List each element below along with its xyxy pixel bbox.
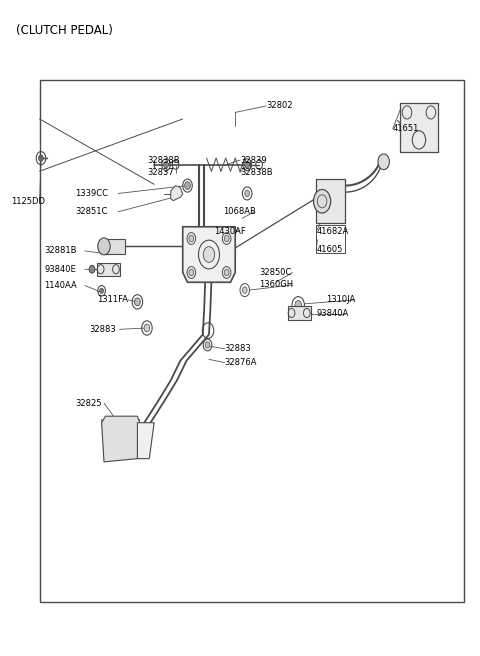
Circle shape <box>313 190 331 213</box>
Text: 1310JA: 1310JA <box>326 295 355 304</box>
Circle shape <box>100 288 104 293</box>
Circle shape <box>38 155 43 161</box>
Circle shape <box>242 287 247 293</box>
Text: 41651: 41651 <box>393 124 419 133</box>
Polygon shape <box>102 416 140 462</box>
Text: 1360GH: 1360GH <box>259 280 293 289</box>
Text: 32825: 32825 <box>75 399 102 407</box>
Text: 32876A: 32876A <box>225 358 257 367</box>
Bar <box>316 226 345 253</box>
Text: 32850C: 32850C <box>259 268 291 277</box>
Text: 1311FA: 1311FA <box>97 295 128 304</box>
Bar <box>400 102 438 152</box>
Circle shape <box>224 269 229 276</box>
Polygon shape <box>104 239 125 254</box>
Circle shape <box>224 236 229 242</box>
Circle shape <box>185 182 191 190</box>
Text: 32839: 32839 <box>240 155 266 165</box>
Text: 1430AF: 1430AF <box>214 227 245 236</box>
Polygon shape <box>171 186 183 201</box>
Text: 1125DD: 1125DD <box>11 197 45 207</box>
Text: 93840A: 93840A <box>316 309 348 318</box>
Circle shape <box>144 324 150 332</box>
Text: 32837: 32837 <box>147 168 174 177</box>
Text: (CLUTCH PEDAL): (CLUTCH PEDAL) <box>16 24 113 37</box>
Circle shape <box>89 265 95 273</box>
Text: 1068AB: 1068AB <box>223 207 256 216</box>
Circle shape <box>245 161 250 168</box>
Text: 32838B: 32838B <box>147 155 180 165</box>
Text: 32883: 32883 <box>90 325 117 334</box>
Circle shape <box>98 238 110 255</box>
Text: 32802: 32802 <box>266 102 293 110</box>
Bar <box>316 179 345 224</box>
Text: 41682A: 41682A <box>316 227 348 236</box>
Text: 1140AA: 1140AA <box>44 281 77 290</box>
Circle shape <box>203 247 215 262</box>
Circle shape <box>189 236 194 242</box>
Polygon shape <box>137 422 154 459</box>
Text: 41605: 41605 <box>316 245 343 254</box>
Text: 93840E: 93840E <box>44 265 76 274</box>
Bar <box>288 306 311 319</box>
Bar <box>97 262 120 276</box>
Text: 32838B: 32838B <box>240 168 273 177</box>
Text: 1339CC: 1339CC <box>75 189 108 198</box>
Text: 32881B: 32881B <box>44 247 77 255</box>
Circle shape <box>295 300 301 310</box>
Text: 32883: 32883 <box>225 344 252 354</box>
Text: 32851C: 32851C <box>75 207 108 216</box>
Circle shape <box>134 298 140 306</box>
Circle shape <box>164 161 168 168</box>
Polygon shape <box>183 227 235 282</box>
Circle shape <box>189 269 194 276</box>
Circle shape <box>378 154 389 170</box>
Circle shape <box>245 190 250 197</box>
Circle shape <box>205 342 210 348</box>
